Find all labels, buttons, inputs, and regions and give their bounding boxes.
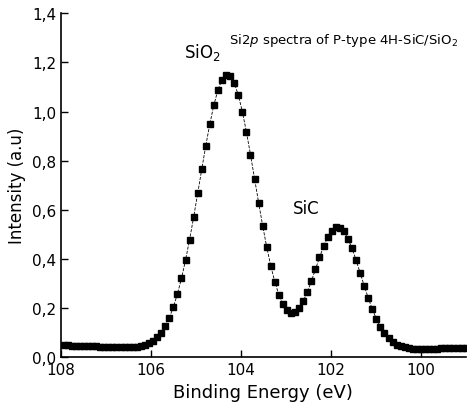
Y-axis label: Intensity (a.u): Intensity (a.u) — [9, 128, 27, 244]
X-axis label: Binding Energy (eV): Binding Energy (eV) — [173, 383, 353, 401]
Text: SiO$_2$: SiO$_2$ — [184, 43, 221, 63]
Text: Si2$p$ spectra of P-type 4H-SiC/SiO$_2$: Si2$p$ spectra of P-type 4H-SiC/SiO$_2$ — [228, 31, 457, 48]
Text: SiC: SiC — [293, 200, 319, 218]
